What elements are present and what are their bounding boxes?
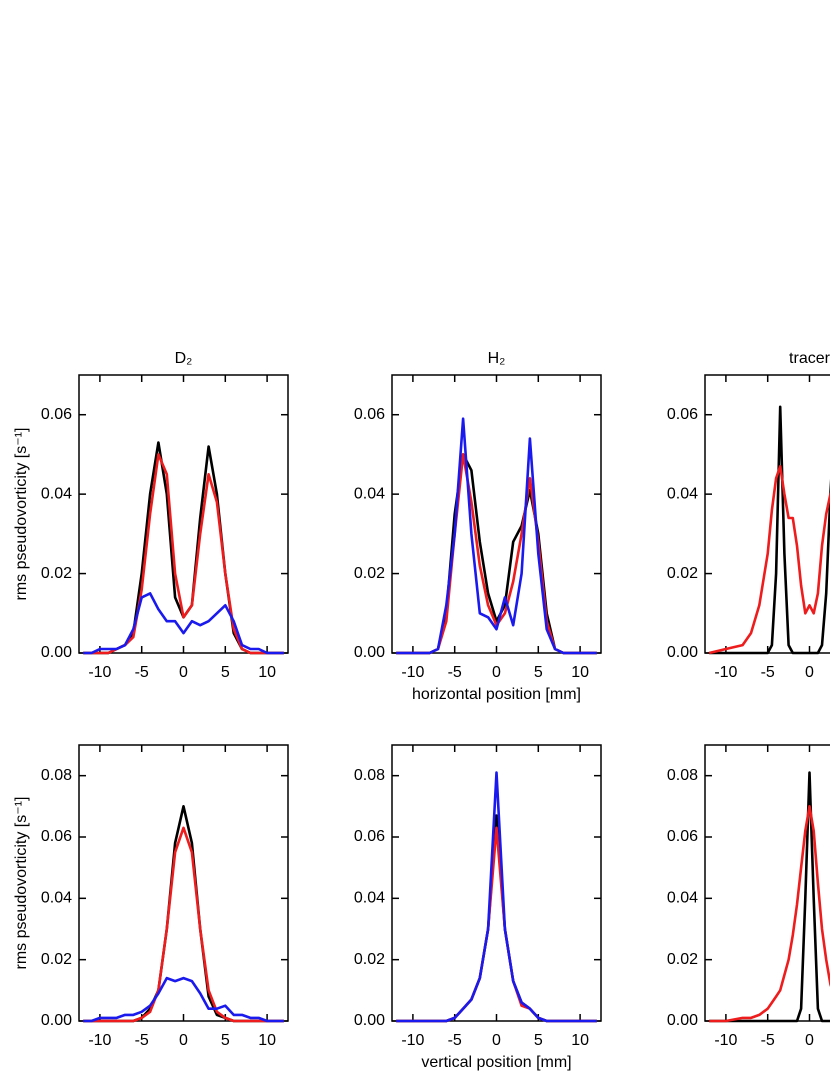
data-line xyxy=(396,417,597,655)
data-line xyxy=(83,976,284,1023)
y-tick-label: 0.06 xyxy=(667,406,698,423)
x-tick-label: -10 xyxy=(714,664,737,681)
plot-frame xyxy=(78,744,289,1022)
x-tick-label: 10 xyxy=(571,664,589,681)
y-tick-label: 0.00 xyxy=(667,1012,698,1029)
data-line xyxy=(709,805,830,1023)
x-tick-label: 0 xyxy=(179,1032,188,1049)
x-tick-label: -5 xyxy=(135,1032,149,1049)
y-tick-label: 0.08 xyxy=(354,767,385,784)
y-axis-label: rms pseudovorticity [s⁻¹] xyxy=(13,428,30,601)
y-tick-label: 0.06 xyxy=(41,828,72,845)
data-line xyxy=(83,441,284,655)
x-tick-label: 5 xyxy=(221,664,230,681)
panel-title: D₂ xyxy=(175,350,193,367)
data-line xyxy=(83,592,284,655)
y-tick-label: 0.06 xyxy=(41,406,72,423)
y-tick-label: 0.02 xyxy=(41,951,72,968)
data-line xyxy=(709,405,830,655)
x-tick-label: 5 xyxy=(534,664,543,681)
y-tick-label: 0.00 xyxy=(41,1012,72,1029)
data-line xyxy=(708,465,830,655)
x-tick-label: -5 xyxy=(448,664,462,681)
y-tick-label: 0.04 xyxy=(667,485,698,502)
x-tick-label: 5 xyxy=(221,1032,230,1049)
data-line xyxy=(83,453,284,655)
y-tick-label: 0.08 xyxy=(41,767,72,784)
x-tick-label: -10 xyxy=(714,1032,737,1049)
y-tick-label: 0.04 xyxy=(41,890,72,907)
x-tick-label: 0 xyxy=(492,1032,501,1049)
y-tick-label: 0.00 xyxy=(354,1012,385,1029)
y-tick-label: 0.02 xyxy=(667,951,698,968)
x-tick-label: 10 xyxy=(258,1032,276,1049)
data-line xyxy=(83,826,284,1023)
y-tick-label: 0.08 xyxy=(667,767,698,784)
x-tick-label: 0 xyxy=(492,664,501,681)
x-tick-label: -10 xyxy=(88,1032,111,1049)
panel-title: H₂ xyxy=(488,350,506,367)
data-line xyxy=(709,771,830,1023)
y-tick-label: 0.04 xyxy=(354,485,385,502)
y-tick-label: 0.04 xyxy=(354,890,385,907)
y-tick-label: 0.06 xyxy=(354,828,385,845)
y-axis-label: rms pseudovorticity [s⁻¹] xyxy=(13,797,30,970)
x-tick-label: 0 xyxy=(805,1032,814,1049)
y-tick-label: 0.02 xyxy=(667,565,698,582)
y-tick-label: 0.00 xyxy=(354,644,385,661)
panel-title: tracer xyxy=(789,350,830,367)
data-line xyxy=(396,814,597,1023)
y-tick-label: 0.02 xyxy=(354,951,385,968)
y-tick-label: 0.00 xyxy=(41,644,72,661)
x-axis-label: vertical position [mm] xyxy=(421,1054,571,1071)
data-line xyxy=(396,453,597,655)
x-tick-label: -5 xyxy=(761,664,775,681)
data-line xyxy=(83,805,284,1023)
x-tick-label: 0 xyxy=(179,664,188,681)
y-tick-label: 0.02 xyxy=(41,565,72,582)
y-tick-label: 0.06 xyxy=(667,828,698,845)
x-tick-label: -5 xyxy=(135,664,149,681)
y-tick-label: 0.04 xyxy=(667,890,698,907)
y-tick-label: 0.06 xyxy=(354,406,385,423)
x-tick-label: -5 xyxy=(448,1032,462,1049)
x-tick-label: 5 xyxy=(534,1032,543,1049)
data-line xyxy=(396,771,597,1023)
x-tick-label: -5 xyxy=(761,1032,775,1049)
x-tick-label: 10 xyxy=(571,1032,589,1049)
x-tick-label: 10 xyxy=(258,664,276,681)
y-tick-label: 0.00 xyxy=(667,644,698,661)
x-axis-label: horizontal position [mm] xyxy=(412,686,581,703)
data-line xyxy=(396,826,597,1023)
y-tick-label: 0.04 xyxy=(41,485,72,502)
y-tick-label: 0.02 xyxy=(354,565,385,582)
plot-frame xyxy=(391,374,602,654)
x-tick-label: 0 xyxy=(805,664,814,681)
x-tick-label: -10 xyxy=(88,664,111,681)
x-tick-label: -10 xyxy=(401,664,424,681)
x-tick-label: -10 xyxy=(401,1032,424,1049)
